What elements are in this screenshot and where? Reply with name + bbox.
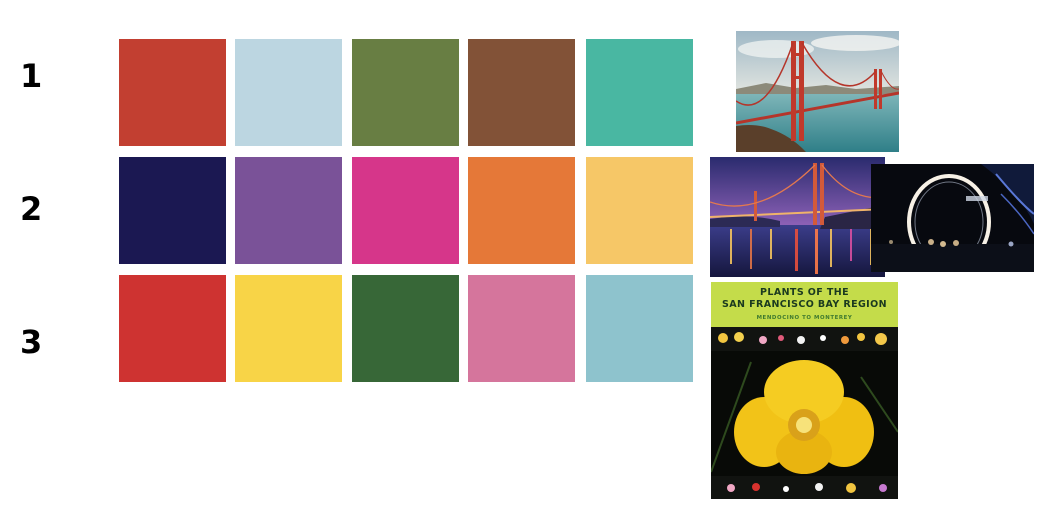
color-swatch-r2-c4 (468, 157, 575, 264)
color-swatch-r1-c1 (119, 39, 226, 146)
color-swatch-r3-c5 (586, 275, 693, 382)
golden-gate-day-photo (736, 31, 899, 152)
color-swatch-r3-c2 (235, 275, 342, 382)
color-swatch-r1-c5 (586, 39, 693, 146)
row-label-1: 1 (20, 57, 43, 95)
color-swatch-r2-c5 (586, 157, 693, 264)
night-light-ring-photo (871, 164, 1034, 272)
color-swatch-r1-c2 (235, 39, 342, 146)
book-title-line2: SAN FRANCISCO BAY REGION (722, 299, 887, 310)
color-swatch-r2-c1 (119, 157, 226, 264)
row-label-3: 3 (20, 323, 43, 361)
color-swatch-r2-c3 (352, 157, 459, 264)
color-swatch-r1-c4 (468, 39, 575, 146)
golden-gate-night-photo (710, 157, 885, 277)
book-title-line1: PLANTS OF THE (760, 287, 849, 298)
color-swatch-r3-c1 (119, 275, 226, 382)
color-swatch-r3-c3 (352, 275, 459, 382)
book-subtitle: MENDOCINO TO MONTEREY (757, 315, 853, 321)
color-swatch-r3-c4 (468, 275, 575, 382)
color-swatch-r2-c2 (235, 157, 342, 264)
row-label-2: 2 (20, 190, 43, 228)
color-swatch-r1-c3 (352, 39, 459, 146)
plants-book-cover: PLANTS OF THE SAN FRANCISCO BAY REGION M… (711, 282, 898, 499)
